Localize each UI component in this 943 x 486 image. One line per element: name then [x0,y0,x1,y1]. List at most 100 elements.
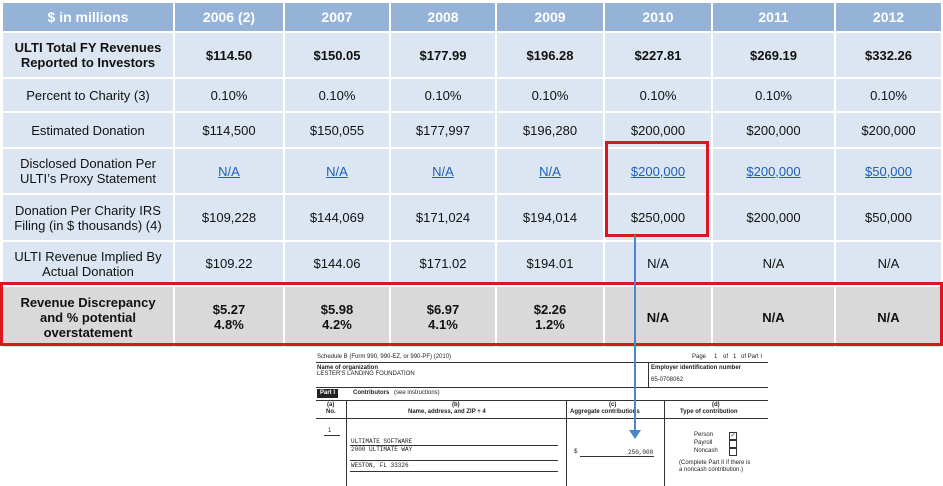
table-row: Estimated Donation $114,500 $150,055 $17… [1,111,943,149]
table-cell: $150.05 [283,31,391,79]
of-part: of Part I [741,354,763,360]
payroll-checkbox[interactable] [729,440,737,448]
table-cell: 0.10% [495,77,605,113]
col-d-label: Type of contribution [680,409,738,415]
table-cell: 0.10% [711,77,836,113]
contributor-address: 2000 ULTIMATE WAY [351,446,413,453]
table-cell: $5.98 4.2% [283,285,391,349]
table-cell: $269.19 [711,31,836,79]
proxy-link[interactable]: $50,000 [865,163,912,179]
table-cell: $250,000 [603,193,713,242]
table-cell: $200,000 [711,193,836,242]
table-cell: $194.01 [495,240,605,287]
proxy-link[interactable]: $200,000 [746,163,801,179]
header-year: 2009 [495,1,605,33]
row-label: ULTI Revenue Implied By Actual Donation [1,240,175,287]
table-cell: N/A [603,240,713,287]
schedule-header: Schedule B (Form 990, 990-EZ, or 990-PF)… [317,354,452,360]
col-c-tag: (c) [609,402,617,408]
arrow-down-icon [629,430,641,439]
row-label: Estimated Donation [1,111,175,149]
table-cell: N/A [283,147,391,195]
col-a-label: No. [326,409,336,415]
table-cell: $144,069 [283,193,391,242]
dollar-sign: $ [574,449,578,455]
part-tag: Part I [317,389,339,398]
table-cell: $177.99 [389,31,497,79]
table-cell: $200,000 [711,111,836,149]
proxy-link[interactable]: N/A [432,163,454,179]
table-cell: N/A [603,285,713,349]
proxy-link[interactable]: N/A [218,163,240,179]
col-d-tag: (d) [712,402,720,408]
proxy-link[interactable]: $200,000 [630,163,686,179]
table-cell: $109,228 [173,193,285,242]
table-cell: $332.26 [834,31,943,79]
table-cell: N/A [711,285,836,349]
table-cell: 0.10% [603,77,713,113]
header-year: 2011 [711,1,836,33]
table-cell: $171.02 [389,240,497,287]
header-row: $ in millions 2006 (2) 2007 2008 2009 20… [1,1,943,33]
table-cell: 0.10% [389,77,497,113]
discrepancy-amount: $6.97 [426,302,460,317]
type-noncash: Noncash [694,448,718,454]
table-cell: $5.27 4.8% [173,285,285,349]
table-cell: $171,024 [389,193,497,242]
table-cell: $227.81 [603,31,713,79]
ein-value: 65-0708062 [651,377,684,383]
header-year: 2007 [283,1,391,33]
table-cell: $177,997 [389,111,497,149]
table-cell: N/A [173,147,285,195]
discrepancy-percent: 4.1% [428,317,458,332]
page-label: Page [692,354,707,360]
discrepancy-percent: 1.2% [535,317,565,332]
table-cell: $144.06 [283,240,391,287]
table-cell: $196.28 [495,31,605,79]
connector-arrow-line [634,235,636,432]
part-note: (see instructions) [394,390,440,396]
type-payroll: Payroll [694,440,713,446]
noncash-checkbox[interactable] [729,448,737,456]
org-name-label: Name of organization [317,365,379,371]
complete-note-line2: a noncash contribution.) [679,467,744,473]
table-row: Disclosed Donation Per ULTI’s Proxy Stat… [1,147,943,195]
person-checkbox[interactable]: ✓ [729,432,737,440]
table-row: Percent to Charity (3) 0.10% 0.10% 0.10%… [1,77,943,113]
ein-label: Employer identification number [651,365,742,371]
table-row-discrepancy: Revenue Discrepancy and % potential over… [1,285,943,349]
contributor-city: WESTON, FL 33326 [351,462,409,469]
table-cell: $50,000 [834,193,943,242]
row-label: Revenue Discrepancy and % potential over… [1,285,175,349]
header-year: 2012 [834,1,943,33]
page-total: 1 [733,354,737,360]
table-row: ULTI Revenue Implied By Actual Donation … [1,240,943,287]
irs-schedule-b-excerpt: Schedule B (Form 990, 990-EZ, or 990-PF)… [316,352,768,486]
table-cell: $196,280 [495,111,605,149]
proxy-link[interactable]: N/A [326,163,348,179]
table-cell: $114.50 [173,31,285,79]
col-a-tag: (a) [327,402,335,408]
table-cell: $200,000 [711,147,836,195]
table-cell: 0.10% [834,77,943,113]
discrepancy-amount: $5.27 [212,302,246,317]
header-year: 2008 [389,1,497,33]
discrepancy-amount: $5.98 [320,302,354,317]
proxy-link[interactable]: N/A [539,163,561,179]
entry-number: 1 [328,428,332,434]
table-cell: $200,000 [834,111,943,149]
table-cell: $114,500 [173,111,285,149]
table-cell: $200,000 [603,111,713,149]
table-cell: $200,000 [603,147,713,195]
contribution-amount: 250,000 [628,449,654,456]
complete-note-line1: (Complete Part II if there is [679,460,751,466]
page-number: 1 [714,354,718,360]
table-cell: N/A [711,240,836,287]
table-cell: $6.97 4.1% [389,285,497,349]
row-label: Donation Per Charity IRS Filing (in $ th… [1,193,175,242]
header-year: 2010 [603,1,713,33]
discrepancy-percent: 4.8% [214,317,244,332]
table-cell: N/A [495,147,605,195]
discrepancy-amount: $2.26 [533,302,567,317]
table-cell: $50,000 [834,147,943,195]
